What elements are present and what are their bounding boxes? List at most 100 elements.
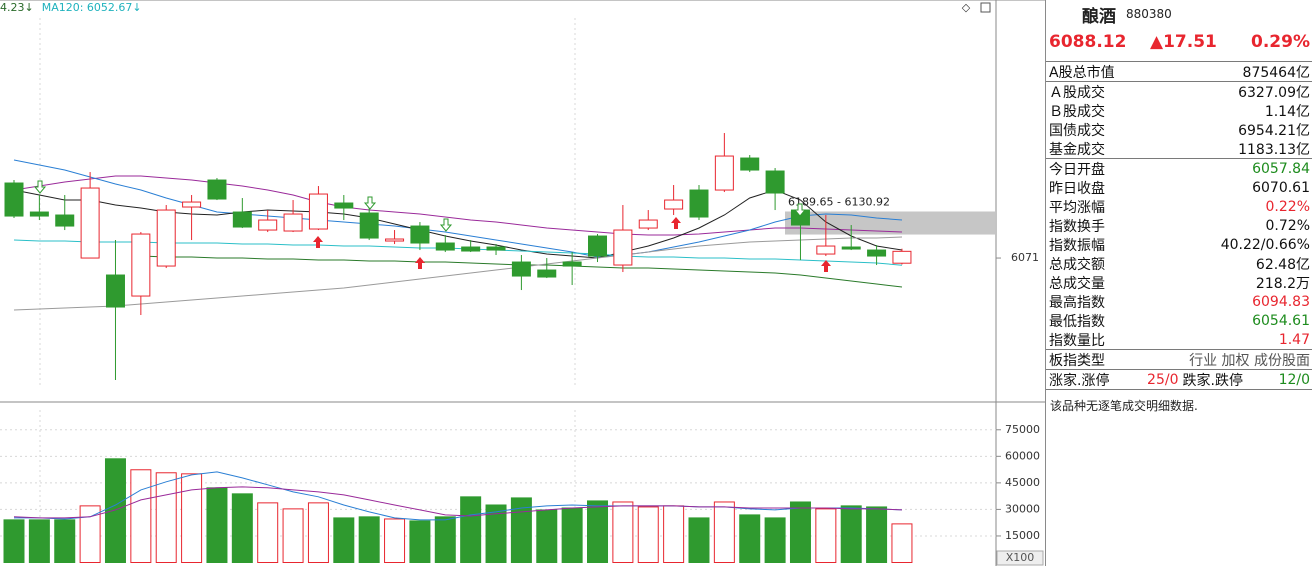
- frame: [0, 0, 1045, 566]
- window-icon[interactable]: [980, 2, 991, 13]
- ma-line: [13, 159, 903, 258]
- candle-body: [867, 249, 887, 257]
- y-tick-label: 15000: [1005, 529, 1040, 542]
- candle-body: [385, 238, 405, 242]
- index-name: 酿酒: [1082, 7, 1116, 27]
- range-label: 6189.65 - 6130.92: [788, 196, 890, 209]
- volume-bar: [282, 508, 304, 563]
- buy-arrow: [415, 257, 425, 269]
- info-label: 平均涨幅: [1049, 199, 1105, 216]
- candle-body: [562, 261, 582, 267]
- info-value: 0.22%: [1265, 198, 1310, 215]
- volume-bar: [637, 506, 659, 564]
- candle-body: [182, 201, 202, 208]
- unit-box: [996, 550, 1044, 566]
- info-label: 国债成交: [1049, 122, 1105, 139]
- candle-body: [334, 202, 354, 209]
- info-row: 最高指数 6094.83: [1049, 292, 1310, 311]
- volume-bar: [181, 473, 203, 563]
- info-label: 板指类型: [1049, 352, 1105, 369]
- volume-ma-line: [13, 486, 903, 519]
- info-value: 1.47: [1278, 331, 1310, 348]
- diamond-icon[interactable]: ◇: [962, 1, 971, 14]
- candle-body: [816, 245, 836, 255]
- info-value: 6057.84: [1252, 160, 1310, 177]
- sell-arrow: [439, 218, 453, 232]
- volume-bar: [333, 517, 355, 563]
- info-value: 25/0: [1147, 371, 1179, 388]
- info-row: 总成交量 218.2万: [1049, 273, 1310, 292]
- info-value: 218.2万: [1255, 275, 1310, 292]
- separator: [1046, 389, 1312, 390]
- info-row: 总成交额 62.48亿: [1049, 254, 1310, 273]
- last-price: 6088.12: [1049, 32, 1127, 52]
- candle-body: [892, 250, 912, 264]
- buy-arrow: [313, 236, 323, 248]
- info-row: 指数换手 0.72%: [1049, 216, 1310, 235]
- candle-body: [207, 179, 227, 200]
- volume-bar: [789, 501, 811, 564]
- volume-bar: [663, 505, 685, 564]
- info-value: 12/0: [1278, 371, 1311, 388]
- candle-body: [29, 211, 49, 217]
- candle-body: [359, 212, 379, 239]
- info-value: 0.72%: [1265, 217, 1310, 234]
- volume-bar: [409, 520, 431, 563]
- volume-bar: [307, 502, 329, 564]
- quote-panel: 酿酒 880380 6088.12 ▲17.51 0.29% A股总市值 8754…: [1045, 0, 1312, 566]
- info-row: 平均涨幅 0.22%: [1049, 197, 1310, 216]
- info-value: 6094.83: [1252, 293, 1310, 310]
- volume-bar: [155, 472, 177, 563]
- candle-body: [613, 229, 633, 266]
- unit-label: X100: [1006, 551, 1035, 564]
- info-row: A股总市值 875464亿: [1049, 62, 1310, 81]
- volume-bar: [891, 523, 913, 563]
- volume-bar: [561, 507, 583, 564]
- info-row: 涨家.涨停 25/0 跌家.跌停 12/0: [1049, 370, 1310, 389]
- volume-bar: [739, 514, 761, 563]
- chart-area: ◇ 6071 6189.65 - 6130.92 4.23↓ MA120: 6052.…: [0, 0, 1045, 566]
- candle-body: [588, 235, 608, 257]
- volume-bar: [3, 519, 25, 564]
- price-change: ▲17.51: [1150, 32, 1217, 52]
- info-row: Ｂ股成交 1.14亿: [1049, 101, 1310, 120]
- candle-body: [105, 274, 125, 308]
- info-row: Ａ股成交 6327.09亿: [1049, 82, 1310, 101]
- signals: [33, 180, 831, 272]
- candle-body: [765, 170, 785, 194]
- info-value: 1.14亿: [1264, 103, 1310, 120]
- volume-bar: [815, 508, 837, 563]
- candle-body: [258, 219, 278, 231]
- candle-body: [435, 242, 455, 251]
- info-label: 总成交量: [1049, 275, 1105, 292]
- info-value: 6954.21亿: [1238, 122, 1310, 139]
- y-tick-label: 45000: [1005, 476, 1040, 489]
- info-label: 最高指数: [1049, 294, 1105, 311]
- sell-arrow: [363, 196, 377, 210]
- volume-bar: [79, 505, 101, 564]
- separator: [1046, 158, 1312, 159]
- candle-body: [232, 211, 252, 228]
- info-label: 涨家.涨停: [1049, 372, 1110, 389]
- volume-bar: [536, 509, 558, 563]
- info-label: 今日开盘: [1049, 161, 1105, 178]
- volume-bar: [688, 517, 710, 563]
- volume-bar: [130, 469, 152, 563]
- candle-body: [410, 225, 430, 244]
- info-row: 今日开盘 6057.84: [1049, 159, 1310, 178]
- info-value: 行业 加权 成份股面: [1189, 352, 1310, 369]
- candle-body: [55, 214, 75, 227]
- info-label: 指数换手: [1049, 218, 1105, 235]
- ma-line: [13, 236, 903, 311]
- candle-body: [4, 182, 24, 217]
- candle-body: [80, 187, 100, 259]
- candle-body: [841, 246, 861, 250]
- volume-bar: [612, 501, 634, 564]
- candle-body: [740, 157, 760, 171]
- info-row: 昨日收盘 6070.61: [1049, 178, 1310, 197]
- info-row: 指数量比 1.47: [1049, 330, 1310, 349]
- info-value: 6054.61: [1252, 312, 1310, 329]
- info-label: 基金成交: [1049, 141, 1105, 158]
- volume-bar: [485, 504, 507, 564]
